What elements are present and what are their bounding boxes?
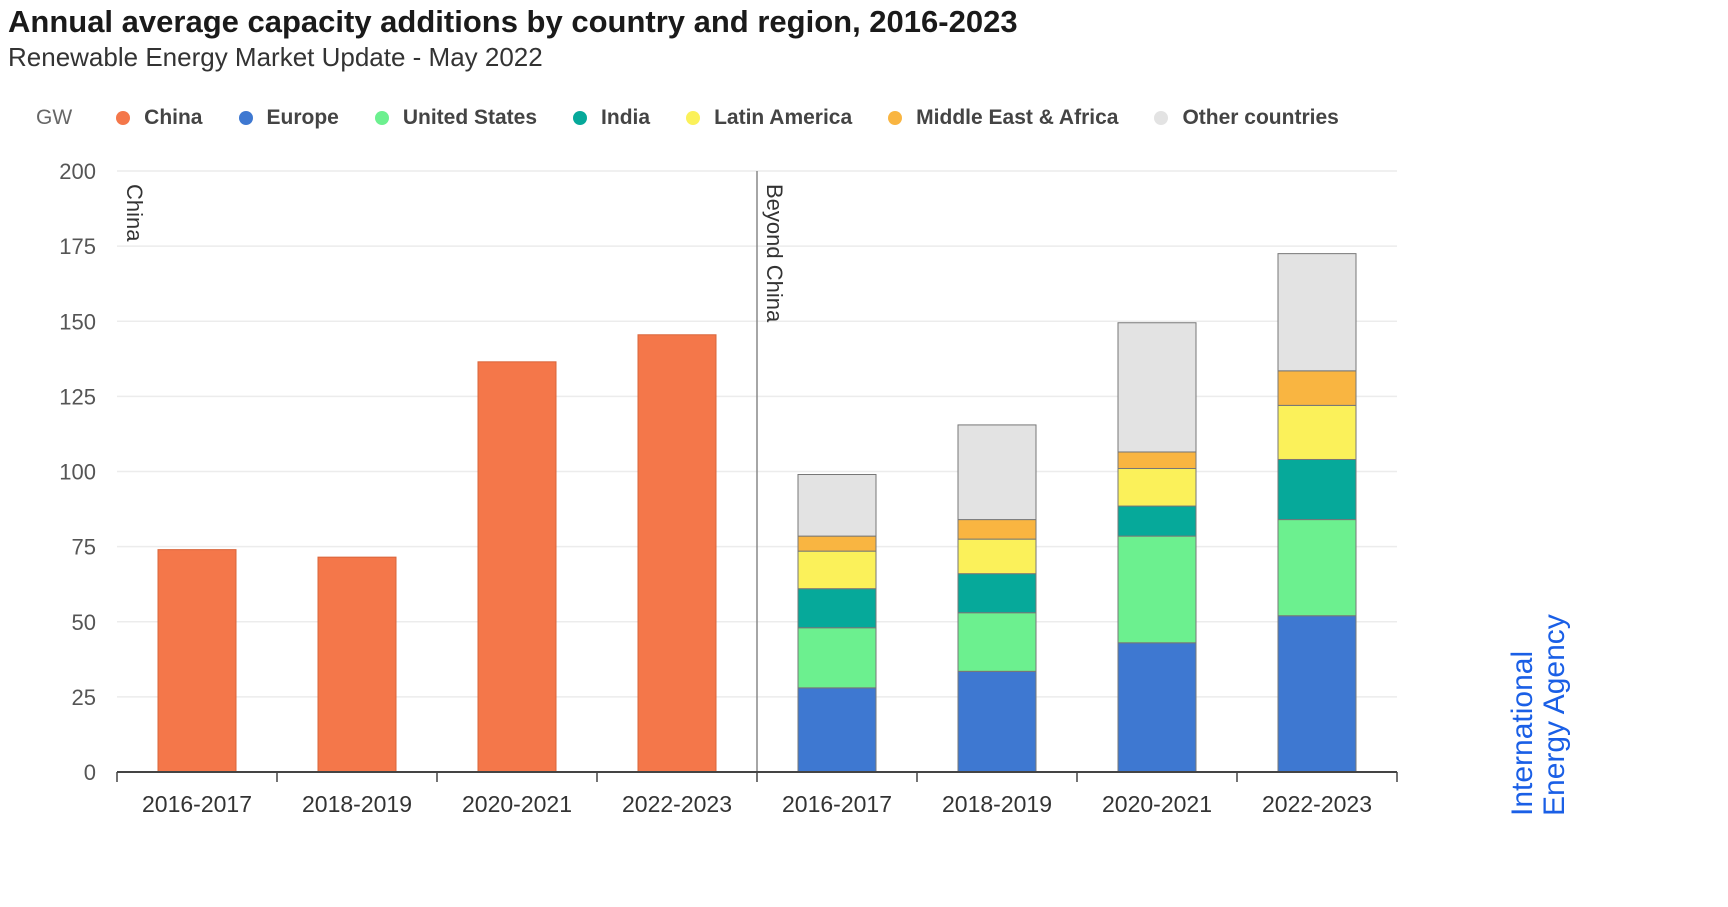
bar-other-countries-2016-2017 xyxy=(797,474,877,537)
bar-united-states-2018-2019 xyxy=(957,612,1037,672)
x-tick-label: 2022-2023 xyxy=(622,791,732,817)
y-tick-label: 175 xyxy=(59,234,96,259)
legend-item: Other countries xyxy=(1154,106,1339,130)
bar-india-2022-2023 xyxy=(1277,458,1357,521)
legend-item: Europe xyxy=(238,106,339,130)
legend-swatch xyxy=(116,111,131,125)
chart: 0 25 50 75 100 125 150 175 200 2016-2017 2018-2019… xyxy=(59,159,1398,817)
bar-other-countries-2020-2021 xyxy=(1117,322,1197,453)
bar-europe-2020-2021 xyxy=(1117,642,1197,773)
bar-india-2020-2021 xyxy=(1117,505,1197,537)
y-tick-label: 0 xyxy=(84,760,96,785)
legend-label: Latin America xyxy=(714,106,853,129)
bar-united-states-2020-2021 xyxy=(1117,535,1197,644)
bar-latin-america-2016-2017 xyxy=(797,550,877,590)
bar-china-2022-2023 xyxy=(637,334,717,773)
bar-other-countries-2018-2019 xyxy=(957,424,1037,521)
bar-latin-america-2022-2023 xyxy=(1277,404,1357,460)
panel-label: Beyond China xyxy=(762,184,787,323)
x-tick-label: 2020-2021 xyxy=(462,791,572,817)
legend-label: Other countries xyxy=(1182,106,1339,129)
y-tick-label: 25 xyxy=(72,685,96,710)
legend-label: United States xyxy=(402,106,538,129)
legend-item: Latin America xyxy=(686,106,852,130)
chart-subtitle: Renewable Energy Market Update - May 202… xyxy=(8,42,543,72)
x-tick-label: 2016-2017 xyxy=(142,791,252,817)
y-tick-label: 75 xyxy=(72,535,96,560)
y-tick-label: 50 xyxy=(72,610,96,635)
legend-item: United States xyxy=(374,106,538,130)
bar-china-2020-2021 xyxy=(477,361,557,773)
bar-europe-2022-2023 xyxy=(1277,615,1357,773)
bar-india-2016-2017 xyxy=(797,588,877,629)
bar-europe-2018-2019 xyxy=(957,670,1037,773)
panel-label: China xyxy=(122,184,147,242)
legend-swatch xyxy=(573,111,588,125)
legend-label: Middle East & Africa xyxy=(916,106,1119,129)
bar-china-2018-2019 xyxy=(317,556,397,773)
legend-item: Middle East & Africa xyxy=(888,106,1118,130)
legend-swatch xyxy=(888,111,903,125)
x-tick-label: 2022-2023 xyxy=(1262,791,1372,817)
y-tick-label: 200 xyxy=(59,159,96,184)
bar-india-2018-2019 xyxy=(957,573,1037,614)
x-tick-label: 2016-2017 xyxy=(782,791,892,817)
x-tick-label: 2018-2019 xyxy=(302,791,412,817)
legend-item: India xyxy=(573,106,650,130)
legend-item: China xyxy=(116,106,203,130)
legend-label: India xyxy=(601,106,651,129)
y-tick-label: 150 xyxy=(59,309,96,334)
iea-logo: International Energy Agency xyxy=(1506,614,1570,816)
bar-middle-east-africa-2022-2023 xyxy=(1277,370,1357,406)
legend-label: China xyxy=(144,106,203,129)
legend-swatch xyxy=(686,111,701,125)
legend-swatch xyxy=(374,111,389,125)
legend: GW China Europe United States India Latin Am… xyxy=(36,106,1375,130)
unit-label: GW xyxy=(36,106,73,129)
bar-europe-2016-2017 xyxy=(797,687,877,773)
y-tick-label: 100 xyxy=(59,460,96,485)
bar-united-states-2016-2017 xyxy=(797,627,877,689)
x-tick-label: 2018-2019 xyxy=(942,791,1052,817)
logo-line-1: International xyxy=(1506,651,1539,816)
bar-middle-east-africa-2016-2017 xyxy=(797,535,877,552)
bar-united-states-2022-2023 xyxy=(1277,519,1357,617)
bar-latin-america-2020-2021 xyxy=(1117,467,1197,507)
bar-middle-east-africa-2020-2021 xyxy=(1117,451,1197,469)
chart-title: Annual average capacity additions by cou… xyxy=(8,4,1018,39)
bar-other-countries-2022-2023 xyxy=(1277,253,1357,372)
bar-latin-america-2018-2019 xyxy=(957,538,1037,575)
legend-swatch xyxy=(1154,111,1169,125)
logo-line-2: Energy Agency xyxy=(1538,614,1570,816)
bar-middle-east-africa-2018-2019 xyxy=(957,519,1037,540)
legend-label: Europe xyxy=(266,106,339,129)
bar-china-2016-2017 xyxy=(157,549,237,773)
legend-swatch xyxy=(238,111,253,125)
x-tick-label: 2020-2021 xyxy=(1102,791,1212,817)
y-tick-label: 125 xyxy=(59,384,96,409)
